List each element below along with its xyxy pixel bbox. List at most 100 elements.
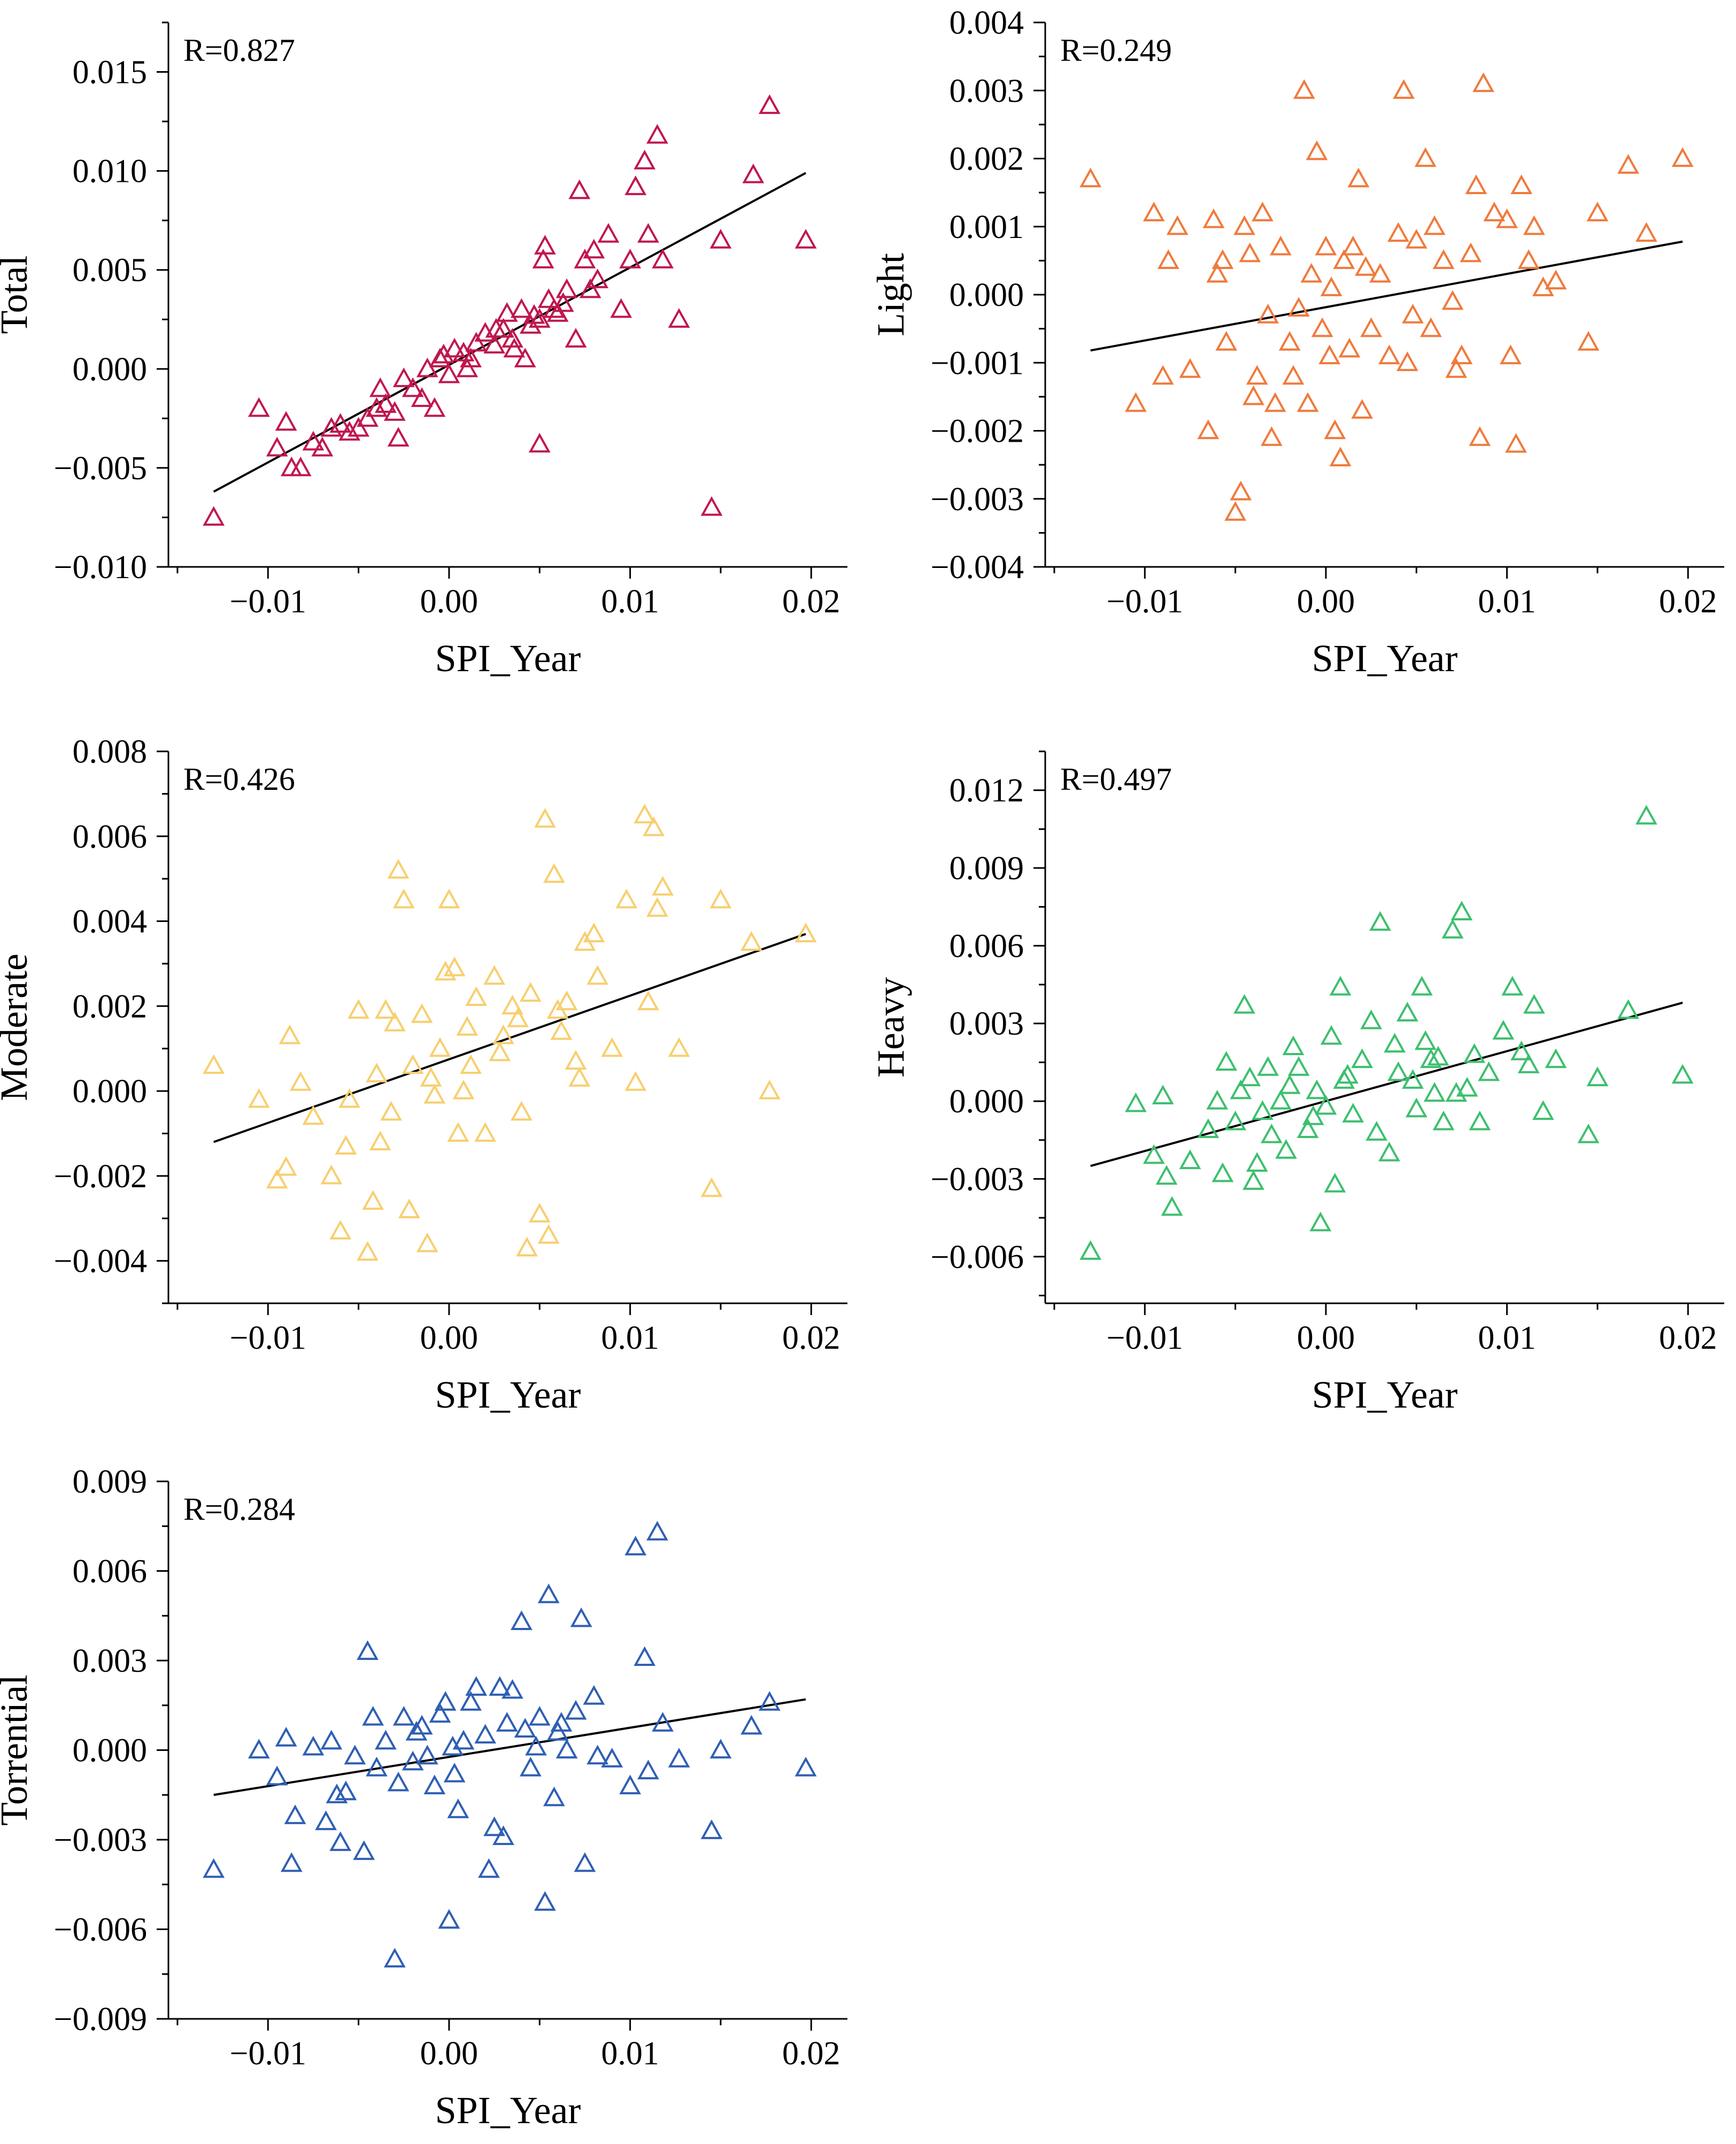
data-point [579,278,601,298]
data-point [1483,202,1506,221]
data-point [1320,276,1342,296]
data-point [794,229,817,249]
data-point [348,999,369,1019]
x-axis-title: SPI_Year [435,2089,581,2132]
data-point [1396,1002,1418,1021]
y-tick-label: 0.009 [73,1464,148,1500]
data-point [1432,1110,1455,1131]
data-point [709,888,732,909]
chart-panel-moderate: −0.01 0.00 0.01 0.02 −0.004 −0.002 0.000 0.002 0… [0,734,847,1416]
data-point [447,1799,469,1818]
y-tick-label: −0.002 [54,1158,147,1195]
data-point [1212,249,1234,269]
data-point [456,357,479,378]
data-point [320,1730,343,1750]
data-point [1260,426,1283,446]
data-point [416,1745,438,1765]
y-tick-label: 0.000 [73,1073,148,1110]
data-point [637,222,659,243]
data-point [1269,1089,1292,1110]
data-point [624,175,647,195]
data-point [570,1607,592,1627]
data-point [534,808,556,828]
y-tick-label: −0.004 [931,549,1024,586]
data-point [501,1679,523,1699]
data-point [652,875,674,896]
x-tick-label: −0.01 [230,2035,306,2072]
data-point [1351,399,1374,419]
y-tick-label: −0.006 [931,1239,1024,1275]
data-point [1224,501,1246,521]
data-point [587,268,609,288]
data-point [574,1852,596,1872]
x-tick-label: 0.01 [601,1320,659,1356]
chart-panel-total: −0.01 0.00 0.01 0.02 −0.010 −0.005 0.000 0.005 0… [0,21,847,680]
data-point [1577,1123,1600,1143]
data-point [511,298,533,318]
data-point [1423,215,1446,235]
x-tick-label: 0.01 [1478,1320,1536,1356]
data-point [1309,1211,1332,1232]
data-point [335,1780,357,1801]
data-point [742,163,765,183]
data-point [1414,147,1437,167]
y-tick-label: 0.015 [73,55,148,91]
data-point [583,1685,605,1705]
data-point [266,1169,288,1189]
data-point [1157,249,1179,269]
data-point [1302,1105,1324,1125]
data-point [1246,1152,1268,1172]
y-tick-label: 0.002 [73,988,148,1025]
data-point [568,1067,591,1087]
data-point [624,1071,647,1091]
data-point [610,298,632,318]
data-point [652,1712,674,1732]
y-tick-label: −0.005 [54,450,147,487]
data-point [375,1730,397,1750]
data-point [1342,1103,1364,1123]
data-point [452,1079,475,1100]
data-point [420,1067,442,1087]
data-point [601,1037,623,1057]
data-point [1499,344,1522,365]
data-point [423,397,446,417]
data-point [528,308,551,328]
data-point [460,1691,482,1711]
data-point [203,1054,225,1074]
data-point [392,888,415,909]
data-point [338,1088,361,1108]
data-point [1671,1064,1694,1084]
data-point [1456,1077,1478,1097]
data-point [474,1724,497,1744]
data-point [1586,202,1609,221]
data-point [1577,331,1600,351]
y-tick-label: 0.002 [950,141,1024,178]
data-point [634,803,656,824]
data-point [1333,249,1355,269]
y-axis-title: Heavy [869,977,912,1078]
y-axis-title: Torrential [0,1674,35,1826]
data-point [516,1236,538,1257]
data-point [1423,1082,1446,1102]
data-point [434,1691,457,1711]
data-point [1360,317,1382,337]
regression-line [213,1698,806,1796]
x-axis-title: SPI_Year [1312,1373,1458,1416]
data-point [1297,392,1319,412]
data-point [1510,1040,1533,1061]
data-point [1450,344,1473,365]
x-tick-label: 0.02 [782,583,840,620]
data-point [534,1891,556,1911]
data-point [1427,1046,1449,1066]
data-point [335,1135,357,1155]
x-tick-label: 0.02 [1659,1320,1717,1356]
data-point [537,288,560,308]
data-point [1224,1110,1246,1131]
data-point [447,1122,469,1142]
data-point [1402,1069,1424,1089]
y-tick-label: 0.009 [950,850,1024,887]
data-point [289,1071,312,1091]
data-point [1365,1121,1388,1141]
y-axis-title: Total [0,256,35,334]
